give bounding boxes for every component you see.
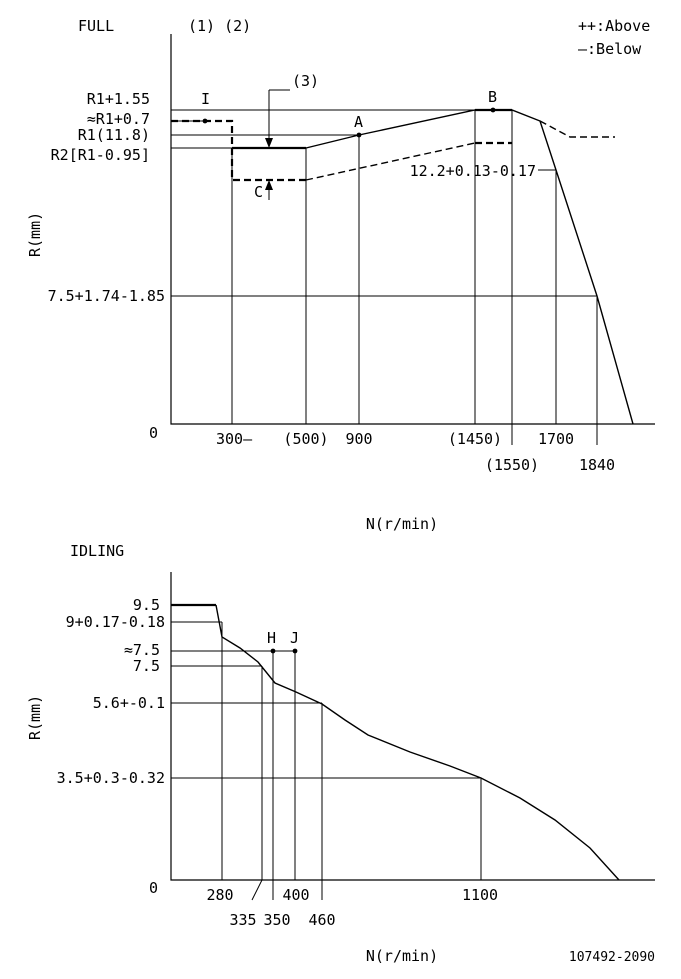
tick-1100: 1100	[462, 886, 498, 904]
full-axes	[170, 34, 655, 425]
idling-title: IDLING	[70, 542, 124, 560]
point-i	[202, 118, 208, 124]
legend-above: ++:Above	[578, 17, 650, 35]
tick-400: 400	[282, 886, 309, 904]
full-title: FULL	[78, 17, 114, 35]
tick-460: 460	[308, 911, 335, 929]
arrow-down-icon	[265, 138, 273, 148]
label-r75: 7.5+1.74-1.85	[48, 287, 165, 305]
full-chart: FULL (1) (2) ++:Above —:Below	[26, 17, 655, 533]
full-notes: (1) (2)	[188, 17, 251, 35]
label-r122: 12.2+0.13-0.17	[410, 162, 536, 180]
tick-350: 350	[263, 911, 290, 929]
tick-1550: (1550)	[485, 456, 539, 474]
idling-ylabel: R(mm)	[26, 695, 44, 740]
label-point-c: C	[254, 183, 263, 201]
full-solid-curve	[305, 109, 634, 425]
full-dash-rise	[305, 142, 476, 181]
tick-500: (500)	[283, 430, 328, 448]
idling-curve	[215, 604, 620, 881]
label-point-b: B	[488, 88, 497, 106]
full-dash-tail	[539, 120, 615, 138]
label-9: 9+0.17-0.18	[66, 613, 165, 631]
tick-280: 280	[206, 886, 233, 904]
label-35: 3.5+0.3-0.32	[57, 769, 165, 787]
label-r2: R2[R1-0.95]	[51, 146, 150, 164]
point-h	[270, 648, 276, 654]
label-r1-07: ≈R1+0.7	[87, 110, 150, 128]
label-75: 7.5	[133, 657, 160, 675]
arrow-up-icon	[265, 180, 273, 190]
full-xlabel: N(r/min)	[366, 515, 438, 533]
tick-900: 900	[345, 430, 372, 448]
label-r1: R1(11.8)	[78, 126, 150, 144]
legend-below: —:Below	[578, 40, 642, 58]
full-dash-low	[171, 119, 306, 182]
tick-335: 335	[229, 911, 256, 929]
idling-chart: IDLING H J 9.5 9+0.17-0.18 ≈7.5 7.5 5.6+…	[26, 542, 655, 965]
label-r1-155: R1+1.55	[87, 90, 150, 108]
point-j	[292, 648, 298, 654]
tick-300: 300—	[216, 430, 253, 448]
tick-1700: 1700	[538, 430, 574, 448]
document-number: 107492-2090	[569, 950, 655, 965]
leader-335	[251, 879, 263, 901]
label-point-h: H	[267, 629, 276, 647]
tick-1840: 1840	[579, 456, 615, 474]
label-note-3: (3)	[292, 72, 319, 90]
label-approx75: ≈7.5	[124, 641, 160, 659]
label-point-i: I	[201, 90, 210, 108]
idling-xlabel: N(r/min)	[366, 947, 438, 965]
full-origin: 0	[149, 424, 158, 442]
point-b	[490, 107, 496, 113]
tick-1450: (1450)	[448, 430, 502, 448]
full-ylabel: R(mm)	[26, 212, 44, 257]
label-95: 9.5	[133, 596, 160, 614]
label-point-j: J	[290, 629, 299, 647]
label-point-a: A	[354, 113, 363, 131]
idling-axes	[170, 572, 655, 881]
point-a	[356, 132, 362, 138]
label-56: 5.6+-0.1	[93, 694, 165, 712]
idling-origin: 0	[149, 879, 158, 897]
